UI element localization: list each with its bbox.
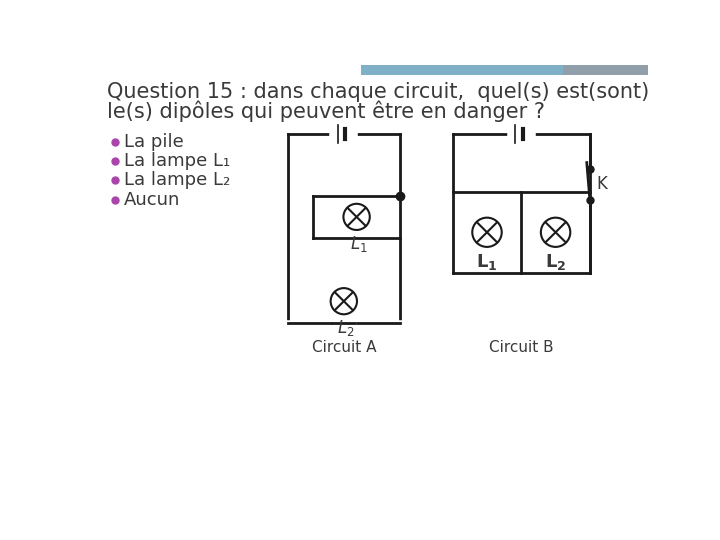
Text: Question 15 : dans chaque circuit,  quel(s) est(sont): Question 15 : dans chaque circuit, quel(…	[107, 82, 649, 102]
Text: La lampe L₂: La lampe L₂	[124, 171, 230, 190]
Text: Circuit B: Circuit B	[489, 340, 554, 355]
Polygon shape	[563, 65, 648, 75]
Text: Circuit A: Circuit A	[312, 340, 376, 355]
Text: La pile: La pile	[124, 133, 184, 151]
Polygon shape	[361, 65, 563, 75]
Text: $L_1$: $L_1$	[350, 234, 368, 254]
Text: $\mathbf{L_1}$: $\mathbf{L_1}$	[476, 252, 498, 272]
Text: le(s) dipôles qui peuvent être en danger ?: le(s) dipôles qui peuvent être en danger…	[107, 101, 545, 123]
Text: Aucun: Aucun	[124, 191, 181, 208]
Text: K: K	[596, 175, 607, 193]
Text: $\mathbf{L_2}$: $\mathbf{L_2}$	[545, 252, 566, 272]
Text: $L_2$: $L_2$	[338, 318, 355, 338]
Text: La lampe L₁: La lampe L₁	[124, 152, 230, 170]
